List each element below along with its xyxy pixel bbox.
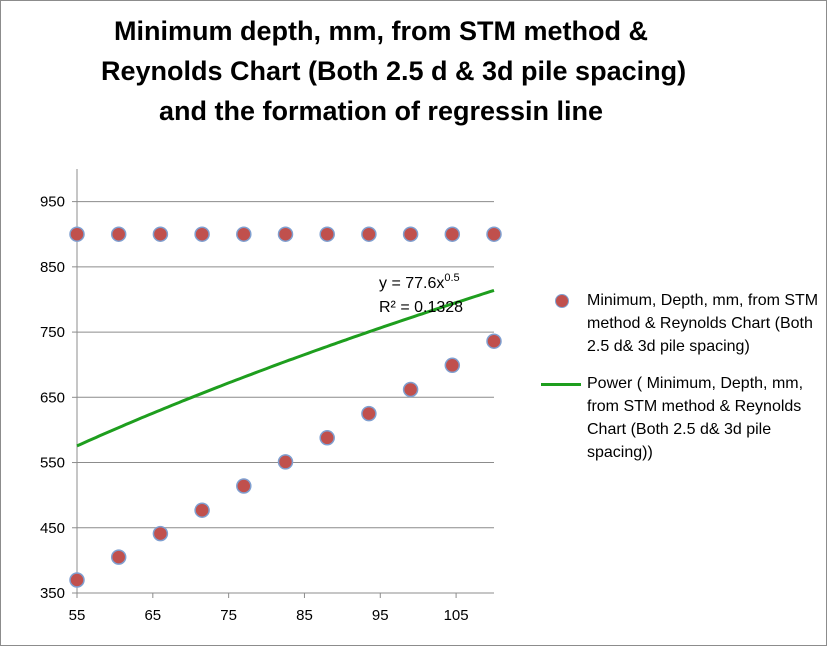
data-point: [194, 502, 210, 518]
data-point: [361, 405, 377, 422]
legend-line-marker: [541, 383, 581, 386]
trendline-layer: [76, 288, 495, 448]
x-tick-label: 75: [220, 607, 237, 624]
trendline-equation: y = 77.6x0.5: [379, 272, 460, 292]
data-point: [444, 357, 461, 374]
data-point: [402, 226, 419, 242]
legend-label-trendline: Power ( Minimum, Depth, mm, from STM met…: [587, 375, 804, 461]
data-point: [486, 333, 502, 349]
data-point: [402, 381, 419, 398]
x-tick-label: 95: [372, 607, 389, 624]
data-point: [152, 525, 169, 542]
chart-title: Minimum depth, mm, from STM method & Rey…: [101, 11, 687, 131]
x-tick-label: 105: [444, 607, 469, 624]
legend-item-trendline: Power ( Minimum, Depth, mm, from STM met…: [541, 372, 826, 464]
chart-title-line-3: and the formation of regressin line: [158, 96, 604, 126]
chart-title-line-1: Minimum depth, mm, from STM method &: [114, 16, 648, 46]
y-tick-label: 350: [40, 585, 65, 602]
y-tick-label: 450: [40, 520, 65, 537]
data-point: [319, 226, 335, 242]
legend-dot-marker: [555, 294, 569, 308]
y-tick-label: 750: [40, 324, 65, 341]
data-point: [69, 226, 85, 242]
y-tick-labels: 950 850 750 650 550 450 350: [40, 194, 65, 602]
legend: Minimum, Depth, mm, from STM method & Re…: [541, 289, 826, 478]
chart-title-line-2: Reynolds Chart (Both 2.5 d & 3d pile spa…: [101, 56, 687, 86]
x-tick-labels: 55 65 75 85 95 105: [69, 607, 469, 624]
data-point: [236, 478, 252, 494]
data-point: [361, 226, 377, 242]
y-tick-label: 550: [40, 455, 65, 472]
legend-item-scatter: Minimum, Depth, mm, from STM method & Re…: [541, 289, 826, 358]
y-tick-label: 950: [40, 194, 65, 211]
data-point: [110, 549, 127, 565]
trendline-equation-exponent: 0.5: [444, 272, 459, 284]
data-point: [110, 226, 127, 242]
gridlines: [77, 201, 494, 529]
y-tick-label: 650: [40, 389, 65, 406]
data-point: [486, 226, 502, 242]
data-point: [444, 226, 461, 242]
legend-label-scatter: Minimum, Depth, mm, from STM method & Re…: [587, 292, 819, 355]
data-point: [277, 226, 294, 242]
x-tick-label: 65: [144, 607, 161, 624]
trendline-r-squared: R² = 0.1328: [379, 299, 463, 316]
data-point: [319, 430, 335, 446]
trendline-equation-main: y = 77.6x: [379, 275, 444, 292]
data-point: [194, 226, 210, 242]
trendline-power: [76, 288, 495, 448]
data-point: [152, 226, 169, 242]
data-point: [277, 454, 294, 470]
data-point: [69, 572, 85, 588]
data-points: [69, 226, 502, 588]
x-tick-label: 55: [69, 607, 86, 624]
y-tick-label: 850: [40, 259, 65, 276]
data-point: [236, 226, 252, 242]
x-tick-label: 85: [296, 607, 313, 624]
